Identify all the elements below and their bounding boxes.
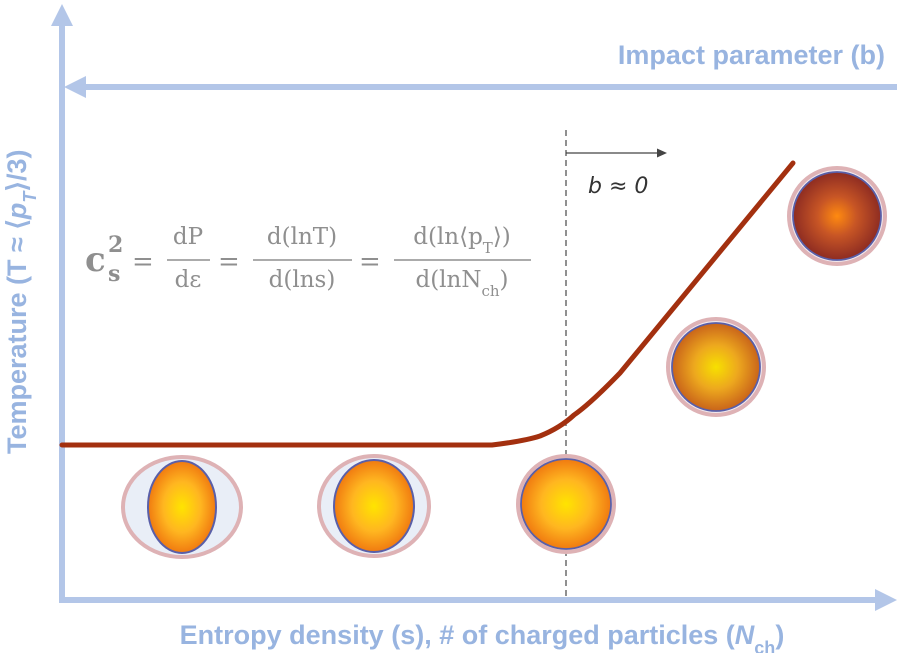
fraction3-numerator: d(ln⟨pT⟩)	[413, 224, 511, 257]
impact-parameter-label: Impact parameter (b)	[618, 40, 885, 70]
fireball-central	[516, 454, 616, 554]
formula-equals-3: =	[359, 247, 381, 277]
fireball-peripheral-2	[317, 454, 431, 558]
y-axis-arrowhead	[51, 4, 73, 26]
x-axis-label: Entropy density (s), # of charged partic…	[180, 620, 785, 653]
formula-equals-1: =	[132, 247, 154, 277]
formula-lhs: c	[85, 240, 106, 280]
b-zero-annotation: b ≈ 0	[588, 174, 648, 199]
formula-equals-2: =	[218, 247, 240, 277]
fraction2-numerator: d(lnT)	[267, 224, 337, 250]
fraction2-denominator: d(lns)	[269, 267, 336, 293]
temperature-curve	[59, 160, 796, 448]
b-zero-arrow	[566, 148, 667, 158]
impact-parameter-arrow	[64, 76, 897, 98]
fireball-high-temperature	[666, 317, 766, 417]
fraction1-numerator: dP	[173, 224, 203, 250]
fraction3-denominator: d(lnNch)	[415, 267, 508, 300]
fireball-highest-temperature	[787, 166, 887, 266]
y-axis-label: Temperature (T ≈ ⟨pT⟩/3)	[2, 150, 40, 454]
speed-of-sound-formula: c 2 s = dP dε = d(lnT) d(lns) = d(ln⟨pT⟩…	[85, 224, 531, 300]
formula-lhs-subscript: s	[108, 261, 120, 287]
y-axis	[51, 4, 73, 603]
fraction1-denominator: dε	[175, 267, 202, 293]
formula-lhs-superscript: 2	[108, 232, 123, 258]
impact-parameter-arrowhead	[64, 76, 86, 98]
x-axis	[59, 589, 897, 611]
x-axis-arrowhead	[875, 589, 897, 611]
fireball-peripheral-1	[121, 455, 243, 559]
